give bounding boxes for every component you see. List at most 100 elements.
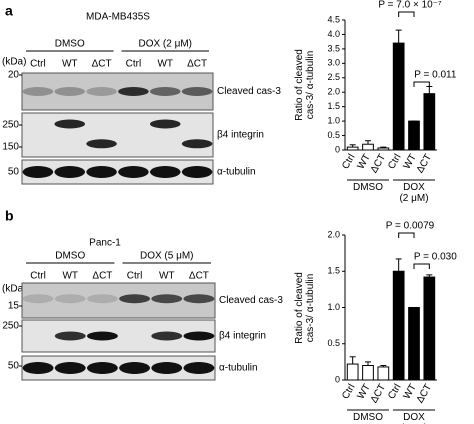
blot-strip xyxy=(21,159,214,185)
band-label: α-tubulin xyxy=(217,167,256,178)
treatment-label: DMSO xyxy=(55,251,85,262)
blot-band xyxy=(86,139,117,149)
lane-label: WT xyxy=(62,271,78,282)
bar xyxy=(377,366,390,381)
x-tick-label: Ctrl xyxy=(386,382,403,401)
lane-label: ΔCT xyxy=(92,59,112,70)
y-tick-label: 2.5 xyxy=(327,72,340,82)
annotation: P = 0.011 xyxy=(414,70,457,81)
marker-label: 50 xyxy=(8,361,20,372)
y-tick-label: 1.0 xyxy=(327,302,340,312)
band-label: Cleaved cas-3 xyxy=(219,295,283,306)
bracket xyxy=(398,232,415,238)
lane-label: Ctrl xyxy=(127,271,143,282)
blot-band xyxy=(54,362,86,374)
blot-band xyxy=(118,166,149,178)
y-tick-label: 2.0 xyxy=(327,229,340,239)
group-label: DMSO xyxy=(353,182,383,193)
y-tick-label: 4.5 xyxy=(327,14,340,24)
blot-band xyxy=(22,87,54,96)
blot-band xyxy=(86,294,118,304)
band-label: β4 integrin xyxy=(217,130,264,141)
annotation: P = 7.0 × 10⁻⁷ xyxy=(378,0,442,11)
lane-label: Ctrl xyxy=(126,59,142,70)
blot-band xyxy=(86,166,117,178)
y-tick-label: 3.0 xyxy=(327,58,340,68)
lane-label: ΔCT xyxy=(92,271,112,282)
lane-label: Ctrl xyxy=(30,59,46,70)
y-tick-label: 0.5 xyxy=(327,130,340,140)
bracket xyxy=(413,263,430,269)
bar xyxy=(362,365,374,381)
marker-label: 150 xyxy=(2,142,19,153)
band-label: α-tubulin xyxy=(219,363,258,374)
treatment-label: DOX (2 μM) xyxy=(138,39,192,50)
bracket xyxy=(413,81,430,87)
x-tick-label: ΔCT xyxy=(369,152,389,175)
marker-label: 15 xyxy=(8,301,20,312)
blot-band xyxy=(54,166,86,178)
treatment-label: DOX (5 μM) xyxy=(140,251,194,262)
x-tick-label: Ctrl xyxy=(386,152,403,171)
blot-band xyxy=(54,87,86,96)
blot-band xyxy=(181,87,213,96)
bar xyxy=(423,93,436,151)
blot-band xyxy=(151,294,183,304)
unit-label: (kDa) xyxy=(2,284,26,295)
group-label: DMSO xyxy=(353,412,383,423)
marker-label: 250 xyxy=(2,321,19,332)
marker-label: 50 xyxy=(8,167,20,178)
y-tick-label: 0 xyxy=(335,144,340,154)
blot-band xyxy=(151,362,183,374)
y-tick-label: 1.5 xyxy=(327,101,340,111)
blot-strip xyxy=(21,112,214,158)
blot-band xyxy=(86,87,117,96)
lane-label: WT xyxy=(62,59,78,70)
x-tick-label: ΔCT xyxy=(369,382,389,405)
bar xyxy=(408,120,420,151)
blot-band xyxy=(181,139,213,149)
annotation: P = 0.030 xyxy=(414,252,457,263)
lane-label: ΔCT xyxy=(187,59,207,70)
marker-label: 20 xyxy=(8,70,20,81)
cell-line: Panc-1 xyxy=(89,238,121,249)
treatment-label: DMSO xyxy=(55,39,85,50)
bar xyxy=(392,42,405,151)
unit-label: (kDa) xyxy=(2,57,26,68)
y-axis-label: Ratio of cleaved cas-3/ α-tubulin xyxy=(294,49,316,121)
blot-band xyxy=(22,362,54,374)
cell-line: MDA-MB435S xyxy=(86,12,150,23)
bar xyxy=(346,363,359,381)
blot-strip xyxy=(21,355,216,381)
blot-band xyxy=(118,87,149,96)
bar xyxy=(408,307,420,381)
y-tick-label: 0.5 xyxy=(327,338,340,348)
blot-band xyxy=(22,294,54,304)
blot-band xyxy=(183,362,215,374)
blot-band xyxy=(183,331,215,341)
lane-label: WT xyxy=(159,271,175,282)
panel-label: a xyxy=(5,3,13,19)
bar xyxy=(423,276,436,381)
x-tick-label: ΔCT xyxy=(415,152,435,175)
lane-label: WT xyxy=(157,59,173,70)
marker-label: 250 xyxy=(2,120,19,131)
blot-band xyxy=(22,166,54,178)
blot-band xyxy=(149,166,181,178)
blot-band xyxy=(86,331,118,341)
blot-band xyxy=(119,294,151,304)
panel-label: b xyxy=(5,208,14,224)
blot-band xyxy=(183,294,215,304)
bar xyxy=(377,147,390,151)
blot-band xyxy=(149,119,181,129)
group-label: DOX (2 μM) xyxy=(399,182,429,204)
blot-band xyxy=(119,362,151,374)
lane-label: ΔCT xyxy=(189,271,209,282)
x-tick-label: Ctrl xyxy=(340,382,357,401)
band-label: Cleaved cas-3 xyxy=(217,86,281,97)
blot-band xyxy=(54,294,86,304)
bar xyxy=(392,270,405,381)
blot-band xyxy=(181,166,213,178)
